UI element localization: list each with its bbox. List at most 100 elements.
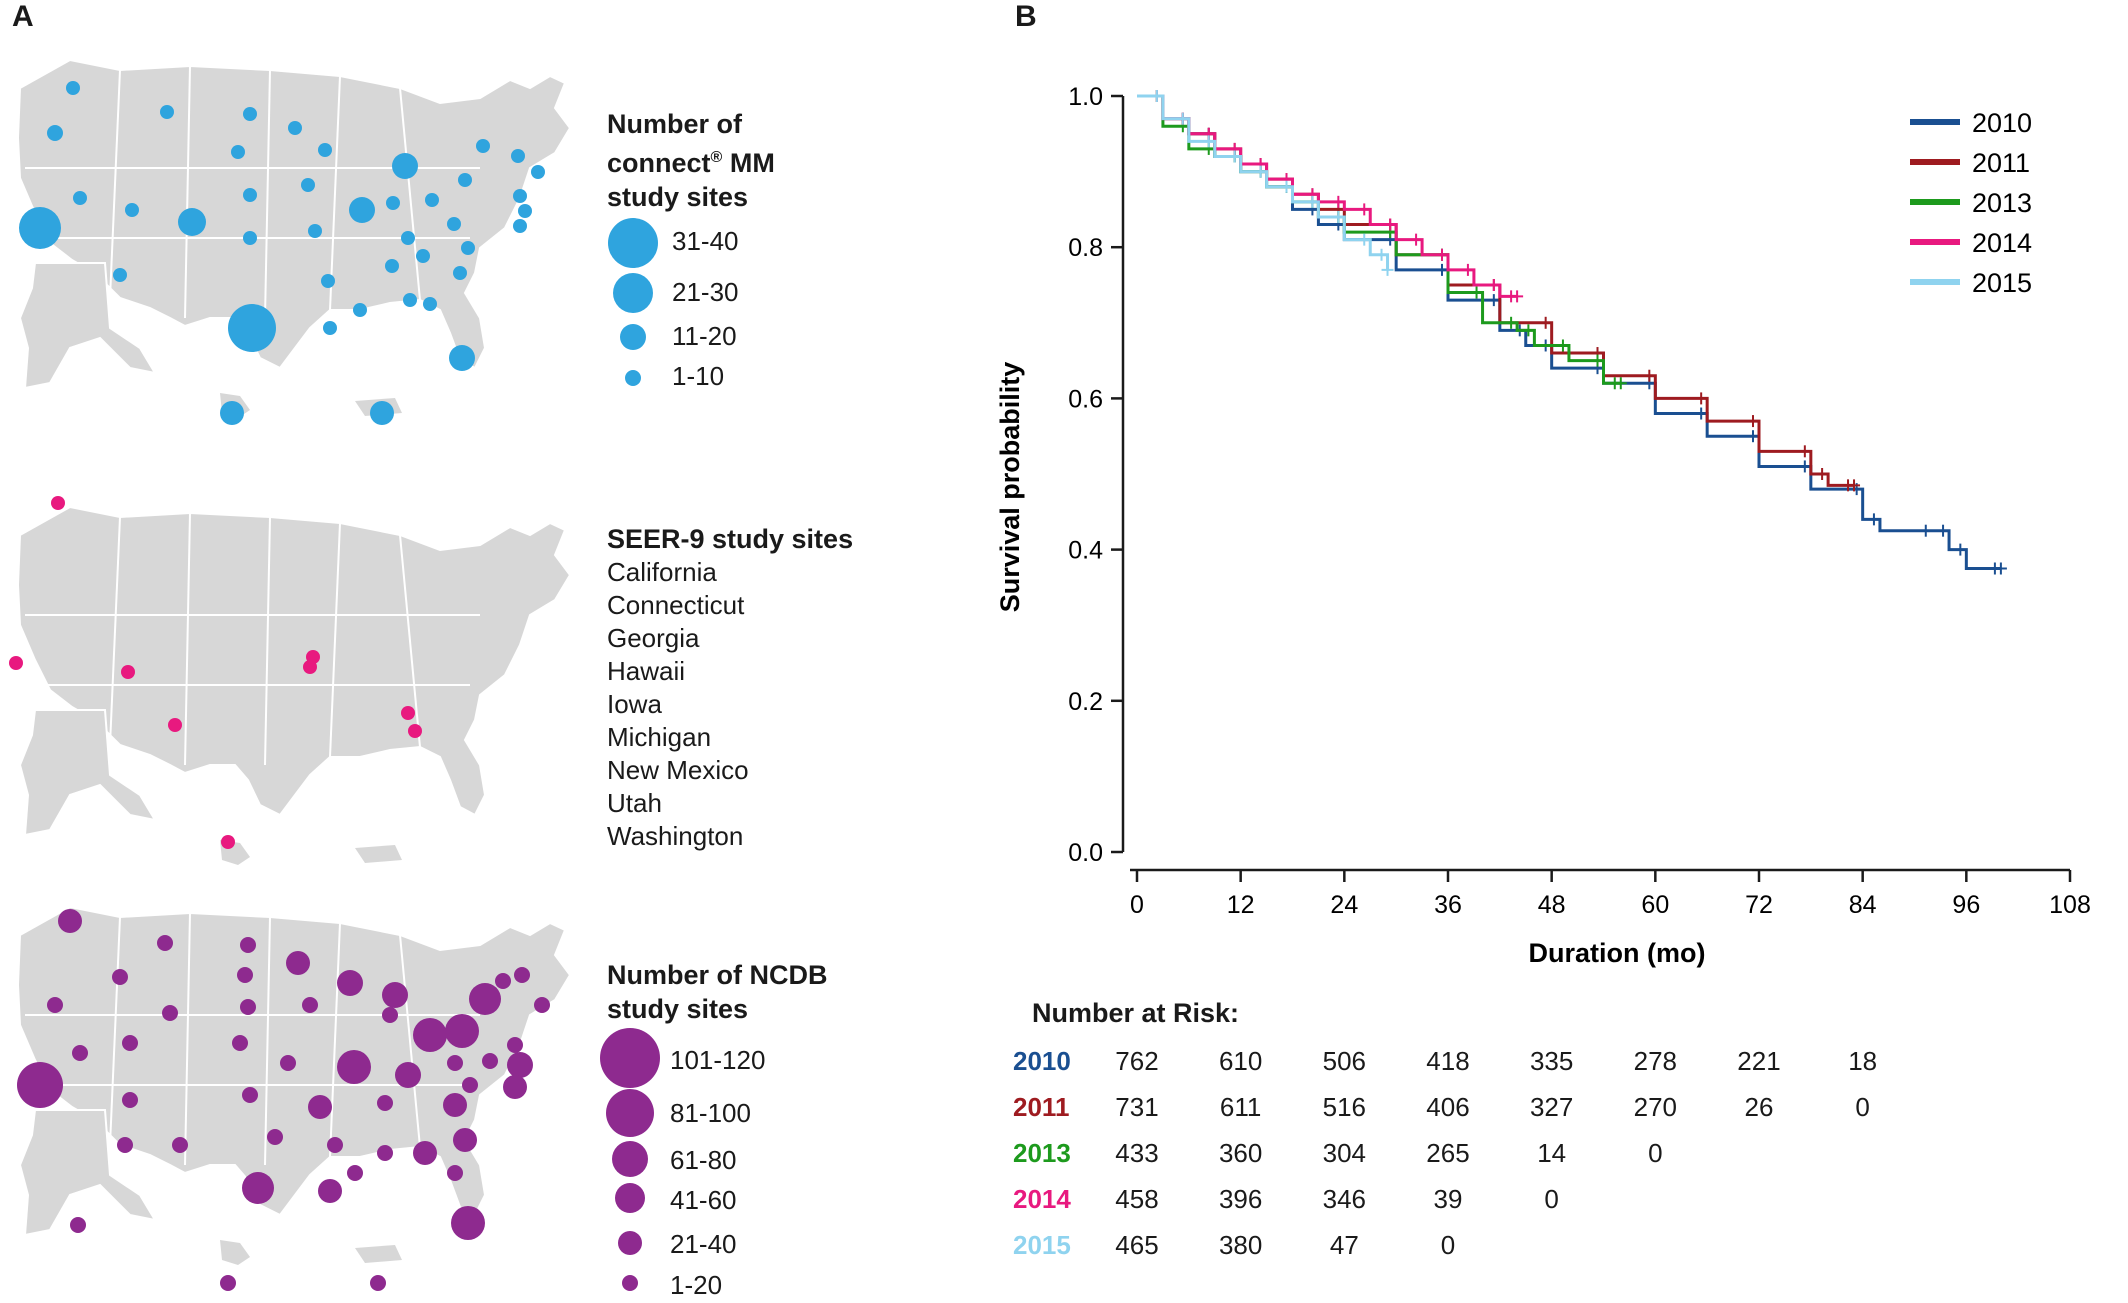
site-dot bbox=[495, 973, 511, 989]
connect-size-label-2: 21-30 bbox=[672, 277, 739, 307]
site-dot bbox=[458, 173, 472, 187]
risk-row-year: 2011 bbox=[1013, 1092, 1070, 1122]
risk-cell: 396 bbox=[1218, 1184, 1263, 1214]
state-border bbox=[264, 69, 271, 319]
state-border bbox=[399, 87, 421, 301]
risk-cell: 265 bbox=[1426, 1138, 1470, 1168]
state-border bbox=[264, 916, 271, 1166]
site-dot bbox=[337, 970, 363, 996]
site-dot bbox=[228, 304, 276, 352]
site-dot bbox=[377, 1145, 393, 1161]
risk-cell: 418 bbox=[1426, 1046, 1470, 1076]
connect-size-11-20 bbox=[620, 324, 646, 350]
legend-label-2011: 2011 bbox=[1972, 148, 2030, 178]
state-border bbox=[184, 65, 191, 319]
site-dot bbox=[347, 1165, 363, 1181]
connect-legend-title-prefix: connect bbox=[607, 148, 711, 178]
site-dot bbox=[70, 1217, 86, 1233]
site-dot bbox=[443, 1093, 467, 1117]
risk-cell: 610 bbox=[1218, 1046, 1263, 1076]
risk-cell: 278 bbox=[1633, 1046, 1678, 1076]
risk-row-year: 2013 bbox=[1013, 1138, 1071, 1168]
y-tick-label: 0.6 bbox=[1068, 385, 1103, 413]
risk-cell: 221 bbox=[1737, 1046, 1781, 1076]
site-dot bbox=[243, 107, 257, 121]
state-border bbox=[109, 516, 121, 746]
mainland-shape bbox=[16, 505, 572, 817]
site-dot bbox=[461, 241, 475, 255]
end-censor-mark bbox=[1614, 377, 1627, 390]
us-map-2 bbox=[16, 505, 572, 865]
risk-row-year: 2010 bbox=[1013, 1046, 1071, 1076]
y-tick-label: 0.4 bbox=[1068, 537, 1103, 565]
connect-size-31-40 bbox=[608, 218, 658, 268]
site-dot bbox=[401, 231, 415, 245]
ncdb-legend: Number of NCDB study sites bbox=[607, 958, 828, 1026]
site-dot bbox=[122, 1092, 138, 1108]
site-dot bbox=[370, 401, 394, 425]
ncdb-map bbox=[16, 905, 572, 1291]
site-dot bbox=[113, 268, 127, 282]
x-tick-label: 60 bbox=[1641, 891, 1669, 919]
connect-size-21-30 bbox=[613, 273, 653, 313]
seer-legend-title: SEER-9 study sites bbox=[607, 524, 854, 554]
site-dot bbox=[476, 139, 490, 153]
site-dot bbox=[66, 81, 80, 95]
risk-cell: 18 bbox=[1848, 1046, 1878, 1076]
risk-row-year: 2014 bbox=[1013, 1184, 1071, 1214]
ncdb-size-61-80 bbox=[612, 1141, 648, 1177]
risk-cell: 406 bbox=[1426, 1092, 1470, 1122]
ncdb-size-label-2: 81-100 bbox=[670, 1098, 751, 1128]
site-dot bbox=[377, 1095, 393, 1111]
site-dot bbox=[413, 1141, 437, 1165]
site-dot bbox=[423, 297, 437, 311]
x-tick-label: 48 bbox=[1538, 891, 1566, 919]
ncdb-size-81-100 bbox=[606, 1089, 654, 1137]
risk-cell: 39 bbox=[1433, 1184, 1463, 1214]
site-dot bbox=[327, 1137, 343, 1153]
x-tick-label: 0 bbox=[1130, 891, 1144, 919]
connect-mm-map bbox=[16, 58, 572, 425]
site-dot bbox=[72, 1045, 88, 1061]
site-dot bbox=[370, 1275, 386, 1291]
y-axis-label: Survival probability bbox=[995, 362, 1025, 613]
risk-cell: 346 bbox=[1322, 1184, 1367, 1214]
x-tick-label: 72 bbox=[1745, 891, 1773, 919]
risk-cell: 360 bbox=[1218, 1138, 1263, 1168]
risk-cell: 0 bbox=[1855, 1092, 1870, 1122]
ncdb-size-legend-circles bbox=[600, 1028, 660, 1291]
site-dot bbox=[392, 153, 418, 179]
puerto-rico-shape bbox=[355, 1245, 402, 1263]
site-dot bbox=[382, 982, 408, 1008]
survival-chart: 0 12 24 36 48 60 72 84 96 108 0.0 0.2 0.4 0.6 0.8 1.0 2… bbox=[995, 83, 2091, 968]
state-border bbox=[329, 75, 341, 311]
site-dot bbox=[514, 967, 530, 983]
end-censor-mark bbox=[1511, 290, 1524, 303]
ncdb-size-41-60 bbox=[615, 1183, 645, 1213]
site-dot bbox=[240, 999, 256, 1015]
end-censor-mark bbox=[1848, 479, 1861, 492]
site-dot bbox=[318, 1179, 342, 1203]
site-dot bbox=[503, 1075, 527, 1099]
site-dot bbox=[243, 231, 257, 245]
state-border bbox=[264, 516, 271, 766]
seer-map bbox=[9, 496, 572, 865]
site-dot bbox=[243, 188, 257, 202]
state-border bbox=[329, 522, 341, 758]
site-dot bbox=[453, 1128, 477, 1152]
site-dot bbox=[280, 1055, 296, 1071]
site-dot bbox=[482, 1053, 498, 1069]
site-dot bbox=[122, 1035, 138, 1051]
state-border bbox=[184, 912, 191, 1166]
site-dot bbox=[413, 1018, 447, 1052]
site-dot bbox=[308, 224, 322, 238]
site-dot bbox=[220, 1275, 236, 1291]
seer-site-item: Connecticut bbox=[607, 590, 745, 620]
site-dot bbox=[425, 193, 439, 207]
site-dot bbox=[447, 1055, 463, 1071]
site-dot bbox=[301, 178, 315, 192]
series-line-2014 bbox=[1137, 94, 1518, 298]
x-tick-label: 12 bbox=[1227, 891, 1255, 919]
seer-site-item: California bbox=[607, 557, 717, 587]
connect-size-1-10 bbox=[625, 370, 641, 386]
